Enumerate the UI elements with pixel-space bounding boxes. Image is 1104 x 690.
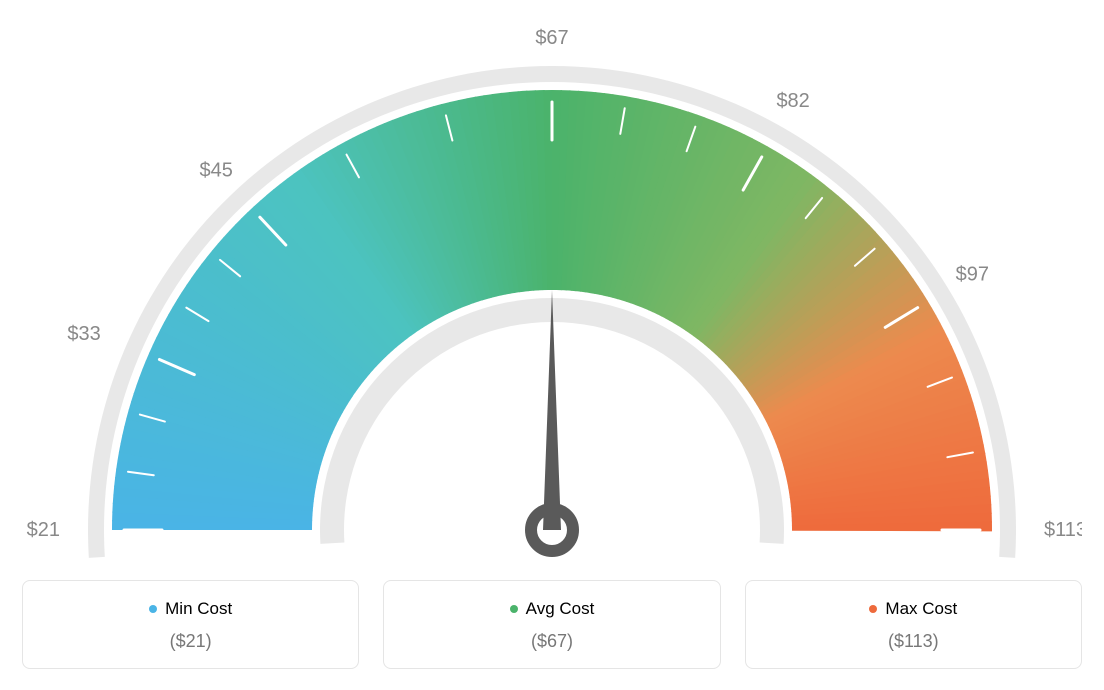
gauge-tick-label: $67 — [535, 27, 568, 49]
legend-title-max: Max Cost — [756, 599, 1071, 619]
gauge-tick-label: $97 — [956, 263, 989, 285]
legend-label-min: Min Cost — [165, 599, 232, 618]
legend-label-max: Max Cost — [885, 599, 957, 618]
cost-gauge-chart: $21 $33 $45 $67 $82 $97 $113 — [22, 20, 1082, 560]
legend-label-avg: Avg Cost — [526, 599, 595, 618]
legend-card-avg: Avg Cost ($67) — [383, 580, 720, 669]
gauge-tick-label: $21 — [27, 519, 60, 541]
legend-value-min: ($21) — [33, 631, 348, 652]
legend-card-min: Min Cost ($21) — [22, 580, 359, 669]
legend-value-max: ($113) — [756, 631, 1071, 652]
legend-title-avg: Avg Cost — [394, 599, 709, 619]
gauge-needle — [543, 290, 561, 530]
legend-dot-max — [869, 605, 877, 613]
legend-row: Min Cost ($21) Avg Cost ($67) Max Cost (… — [22, 580, 1082, 669]
gauge-tick-label: $113 — [1044, 519, 1082, 541]
legend-dot-min — [149, 605, 157, 613]
gauge-tick-label: $82 — [776, 90, 809, 112]
legend-dot-avg — [510, 605, 518, 613]
legend-value-avg: ($67) — [394, 631, 709, 652]
gauge-tick-label: $33 — [67, 323, 100, 345]
gauge-svg: $21 $33 $45 $67 $82 $97 $113 — [22, 20, 1082, 560]
gauge-tick-label: $45 — [199, 159, 232, 181]
legend-title-min: Min Cost — [33, 599, 348, 619]
legend-card-max: Max Cost ($113) — [745, 580, 1082, 669]
